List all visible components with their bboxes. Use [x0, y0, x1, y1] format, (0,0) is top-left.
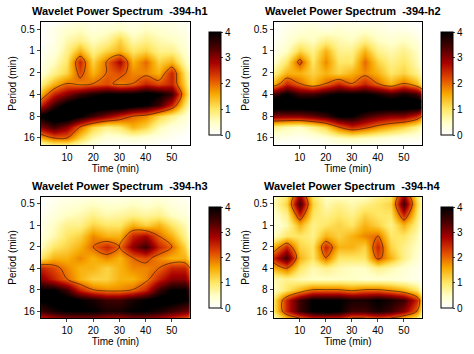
svg-text:Period (min): Period (min) — [7, 56, 18, 110]
svg-text:2: 2 — [29, 67, 35, 78]
svg-text:16: 16 — [257, 306, 269, 317]
svg-text:3: 3 — [457, 52, 463, 63]
svg-text:16: 16 — [24, 132, 36, 143]
svg-text:Wavelet Power Spectrum -394-h: Wavelet Power Spectrum -394-h4 — [264, 180, 441, 192]
svg-text:Wavelet Power Spectrum -394-h: Wavelet Power Spectrum -394-h2 — [265, 5, 441, 17]
svg-text:20: 20 — [88, 325, 100, 336]
svg-text:40: 40 — [140, 152, 152, 163]
svg-text:2: 2 — [225, 78, 231, 89]
svg-text:Time (min): Time (min) — [324, 163, 371, 174]
svg-text:30: 30 — [114, 152, 126, 163]
svg-text:20: 20 — [320, 152, 332, 163]
svg-text:4: 4 — [225, 202, 231, 213]
svg-text:3: 3 — [225, 52, 231, 63]
svg-text:8: 8 — [29, 111, 35, 122]
svg-text:30: 30 — [346, 152, 358, 163]
svg-text:2: 2 — [262, 67, 268, 78]
svg-text:Time (min): Time (min) — [92, 336, 139, 347]
svg-text:50: 50 — [398, 325, 410, 336]
svg-text:2: 2 — [457, 78, 463, 89]
svg-text:0: 0 — [225, 130, 231, 141]
svg-text:1: 1 — [29, 220, 35, 231]
svg-text:16: 16 — [24, 306, 36, 317]
svg-text:2: 2 — [29, 241, 35, 252]
svg-text:30: 30 — [114, 325, 126, 336]
svg-text:4: 4 — [29, 89, 35, 100]
svg-text:10: 10 — [294, 152, 306, 163]
svg-text:40: 40 — [140, 325, 152, 336]
svg-text:0: 0 — [457, 130, 463, 141]
svg-text:1: 1 — [225, 277, 231, 288]
svg-text:8: 8 — [262, 284, 268, 295]
svg-text:4: 4 — [262, 263, 268, 274]
svg-text:20: 20 — [88, 152, 100, 163]
svg-text:50: 50 — [166, 325, 178, 336]
svg-text:Period (min): Period (min) — [240, 230, 251, 284]
svg-text:4: 4 — [457, 202, 463, 213]
svg-text:3: 3 — [457, 227, 463, 238]
svg-text:0: 0 — [225, 303, 231, 314]
svg-text:10: 10 — [61, 325, 73, 336]
svg-text:Time (min): Time (min) — [324, 336, 371, 347]
svg-text:3: 3 — [225, 227, 231, 238]
svg-text:Wavelet Power Spectrum -394-h: Wavelet Power Spectrum -394-h1 — [32, 5, 208, 17]
svg-text:2: 2 — [225, 252, 231, 263]
svg-text:40: 40 — [372, 325, 384, 336]
svg-text:10: 10 — [294, 325, 306, 336]
svg-text:16: 16 — [257, 132, 269, 143]
svg-text:Wavelet Power Spectrum -394-h: Wavelet Power Spectrum -394-h3 — [32, 180, 208, 192]
svg-text:4: 4 — [262, 89, 268, 100]
svg-text:0.5: 0.5 — [254, 198, 268, 209]
svg-text:0: 0 — [457, 303, 463, 314]
svg-text:50: 50 — [166, 152, 178, 163]
svg-text:8: 8 — [262, 111, 268, 122]
svg-text:20: 20 — [320, 325, 332, 336]
svg-text:1: 1 — [262, 220, 268, 231]
svg-text:2: 2 — [262, 241, 268, 252]
svg-text:30: 30 — [346, 325, 358, 336]
svg-text:Period (min): Period (min) — [7, 230, 18, 284]
svg-text:40: 40 — [372, 152, 384, 163]
svg-text:50: 50 — [398, 152, 410, 163]
svg-text:1: 1 — [225, 104, 231, 115]
svg-text:8: 8 — [29, 284, 35, 295]
svg-text:1: 1 — [457, 277, 463, 288]
svg-text:4: 4 — [225, 27, 231, 38]
svg-text:2: 2 — [457, 252, 463, 263]
svg-text:1: 1 — [262, 45, 268, 56]
svg-text:4: 4 — [457, 27, 463, 38]
svg-text:10: 10 — [61, 152, 73, 163]
svg-text:Period (min): Period (min) — [240, 56, 251, 110]
svg-text:0.5: 0.5 — [254, 24, 268, 35]
svg-text:1: 1 — [29, 45, 35, 56]
svg-text:Time (min): Time (min) — [92, 163, 139, 174]
svg-text:0.5: 0.5 — [21, 24, 35, 35]
svg-text:1: 1 — [457, 104, 463, 115]
svg-text:4: 4 — [29, 263, 35, 274]
svg-text:0.5: 0.5 — [21, 198, 35, 209]
